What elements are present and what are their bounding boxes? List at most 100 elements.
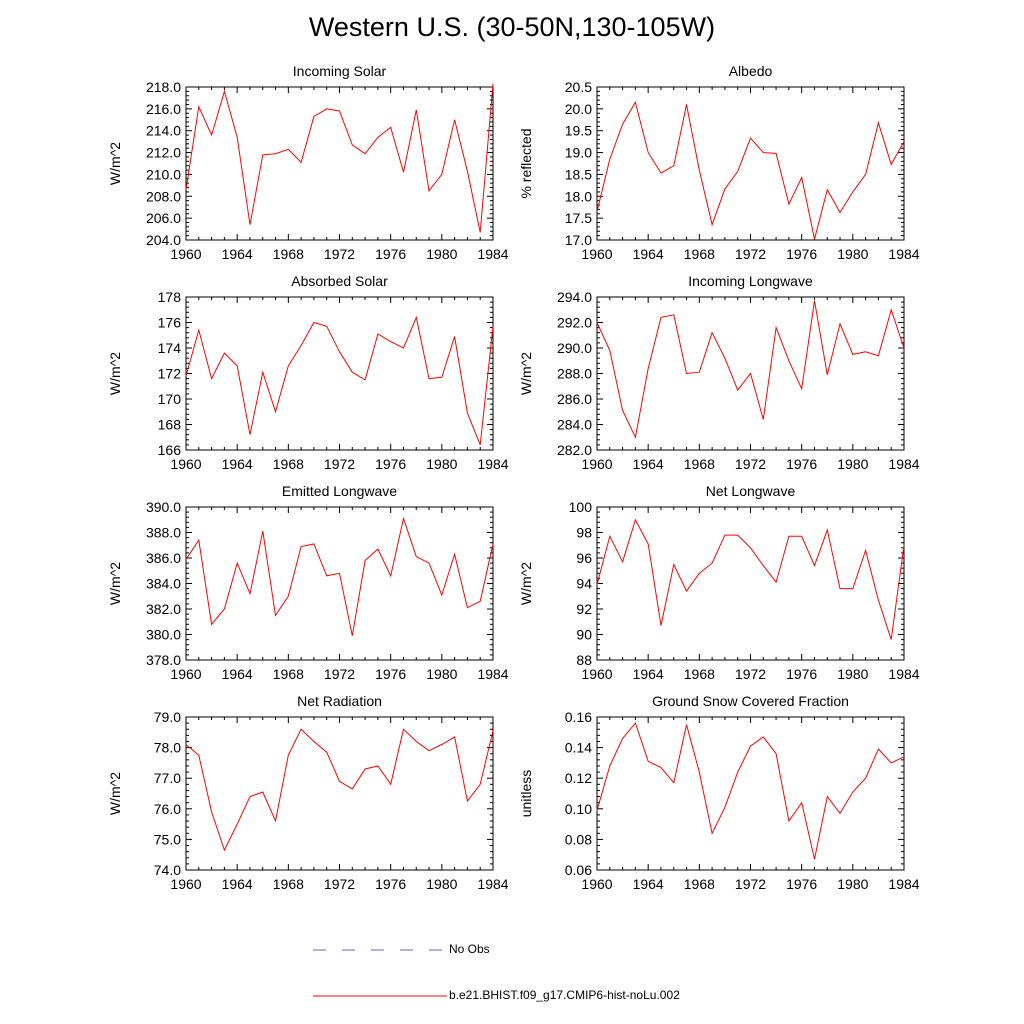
panel-absorbed-solar: 1960 1964 1968 1972 1976 1980 1984 166 168 170 172…	[107, 273, 509, 472]
panel-title: Ground Snow Covered Fraction	[652, 693, 849, 709]
series-line	[596, 722, 905, 860]
y-tick-label: 79.0	[154, 709, 181, 725]
x-tick-label: 1976	[375, 876, 406, 892]
y-tick-label: 17.5	[565, 210, 592, 226]
panel-net-longwave: 1960 1964 1968 1972 1976 1980 1984 88 90 92 94 96 98…	[518, 483, 920, 682]
legend-model-label: b.e21.BHIST.f09_g17.CMIP6-hist-noLu.002	[449, 988, 680, 1002]
y-tick-label: 0.16	[565, 709, 592, 725]
series-line	[596, 518, 905, 640]
x-tick-label: 1976	[375, 246, 406, 262]
y-tick-label: 216.0	[146, 101, 181, 117]
y-tick-label: 0.08	[565, 831, 592, 847]
y-tick-label: 282.0	[557, 442, 592, 458]
y-tick-label: 292.0	[557, 315, 592, 331]
panel-title: Absorbed Solar	[291, 273, 388, 289]
y-tick-label: 214.0	[146, 123, 181, 139]
y-tick-label: 384.0	[146, 576, 181, 592]
x-tick-label: 1976	[786, 456, 817, 472]
y-tick-label: 294.0	[557, 289, 592, 305]
y-tick-label: 94	[576, 576, 592, 592]
plot-frame	[185, 296, 494, 451]
x-tick-label: 1968	[684, 456, 715, 472]
x-tick-label: 1968	[273, 246, 304, 262]
legend-obs-label: No Obs	[449, 942, 490, 956]
figure-title: Western U.S. (30-50N,130-105W)	[308, 12, 716, 42]
x-tick-label: 1960	[581, 456, 612, 472]
y-tick-label: 100	[569, 499, 593, 515]
y-tick-label: 0.10	[565, 801, 592, 817]
y-tick-label: 74.0	[154, 862, 181, 878]
y-tick-label: 212.0	[146, 145, 181, 161]
y-tick-label: 386.0	[146, 550, 181, 566]
y-tick-label: 98	[576, 525, 592, 541]
series-line	[185, 83, 494, 233]
y-tick-label: 90	[576, 627, 592, 643]
series-line	[185, 315, 494, 446]
x-tick-label: 1980	[837, 876, 868, 892]
x-tick-label: 1960	[581, 246, 612, 262]
x-tick-label: 1976	[375, 456, 406, 472]
y-tick-label: 174	[158, 340, 182, 356]
x-tick-label: 1984	[888, 456, 919, 472]
series-line	[596, 300, 905, 439]
x-tick-label: 1980	[426, 666, 457, 682]
x-tick-label: 1968	[273, 666, 304, 682]
x-tick-label: 1976	[786, 876, 817, 892]
y-tick-label: 170	[158, 391, 182, 407]
y-tick-label: 388.0	[146, 525, 181, 541]
panel-title: Incoming Longwave	[688, 273, 813, 289]
panel-incoming-solar: 1960 1964 1968 1972 1976 1980 1984 204.0 206.0 20…	[107, 63, 509, 262]
y-tick-label: 172	[158, 366, 182, 382]
x-tick-label: 1964	[633, 246, 664, 262]
y-tick-label: 20.5	[565, 79, 592, 95]
x-tick-label: 1980	[837, 666, 868, 682]
x-tick-label: 1984	[888, 876, 919, 892]
plot-frame	[596, 716, 905, 871]
y-tick-label: 19.0	[565, 145, 592, 161]
panel-incoming-longwave: 1960 1964 1968 1972 1976 1980 1984 282.0 284.0 28…	[518, 273, 920, 472]
y-axis-label: W/m^2	[518, 562, 534, 605]
y-tick-label: 78.0	[154, 740, 181, 756]
y-tick-label: 88	[576, 652, 592, 668]
y-tick-label: 382.0	[146, 601, 181, 617]
y-tick-label: 290.0	[557, 340, 592, 356]
y-tick-label: 204.0	[146, 232, 181, 248]
x-tick-label: 1980	[426, 876, 457, 892]
legend	[313, 949, 447, 997]
y-tick-label: 77.0	[154, 770, 181, 786]
x-tick-label: 1960	[170, 246, 201, 262]
panel-ground-snow-covered-fraction: 1960 1964 1968 1972 1976 1980 1984 0.06 0.08 0.10…	[518, 693, 920, 892]
plot-frame	[185, 86, 494, 241]
series-line	[185, 728, 494, 852]
y-axis-label: % reflected	[518, 128, 534, 198]
y-tick-label: 288.0	[557, 366, 592, 382]
panel-net-radiation: 1960 1964 1968 1972 1976 1980 1984 74.0 75.0 76.0…	[107, 693, 509, 892]
x-tick-label: 1980	[426, 456, 457, 472]
y-tick-label: 96	[576, 550, 592, 566]
y-tick-label: 0.12	[565, 770, 592, 786]
x-tick-label: 1964	[222, 456, 253, 472]
x-tick-label: 1960	[581, 876, 612, 892]
y-tick-label: 20.0	[565, 101, 592, 117]
y-axis-label: unitless	[518, 770, 534, 817]
x-tick-label: 1980	[837, 246, 868, 262]
panel-albedo: 1960 1964 1968 1972 1976 1980 1984 17.0 17.5 18.0…	[518, 63, 920, 262]
plot-frame	[185, 716, 494, 871]
y-axis-label: W/m^2	[107, 352, 123, 395]
y-tick-label: 76.0	[154, 801, 181, 817]
x-tick-label: 1960	[170, 666, 201, 682]
x-tick-label: 1972	[324, 666, 355, 682]
x-tick-label: 1984	[477, 876, 508, 892]
panel-title: Net Radiation	[297, 693, 382, 709]
y-tick-label: 208.0	[146, 188, 181, 204]
x-tick-label: 1984	[888, 666, 919, 682]
x-tick-label: 1968	[684, 666, 715, 682]
y-tick-label: 218.0	[146, 79, 181, 95]
panel-title: Net Longwave	[706, 483, 796, 499]
y-tick-label: 286.0	[557, 391, 592, 407]
x-tick-label: 1964	[222, 246, 253, 262]
y-tick-label: 176	[158, 315, 182, 331]
y-tick-label: 206.0	[146, 210, 181, 226]
plot-frame	[596, 506, 905, 661]
